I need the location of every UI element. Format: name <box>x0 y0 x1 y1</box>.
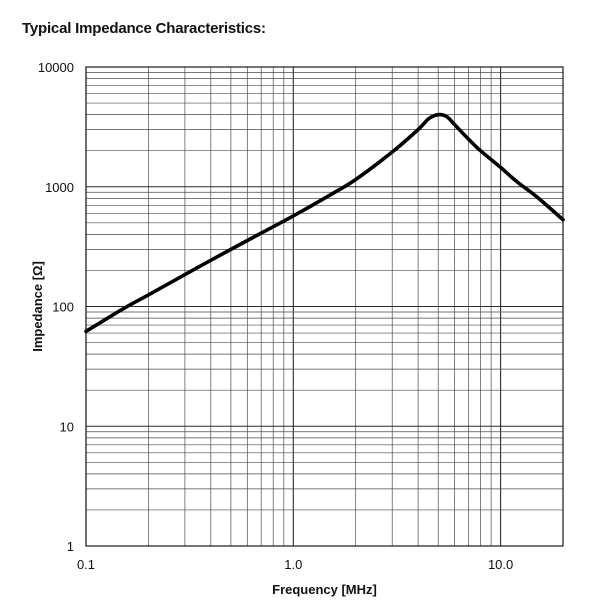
y-tick-label: 10 <box>60 419 74 434</box>
x-tick-label: 1.0 <box>284 557 302 572</box>
y-tick-label: 100 <box>52 300 74 315</box>
y-tick-labels: 1 10 100 1000 10000 <box>38 60 74 554</box>
chart-title: Typical Impedance Characteristics: <box>22 20 266 37</box>
y-tick-label: 1000 <box>45 180 74 195</box>
x-tick-label: 0.1 <box>77 557 95 572</box>
impedance-curve <box>84 112 565 334</box>
y-tick-label: 10000 <box>38 60 74 75</box>
y-tick-label: 1 <box>67 539 74 554</box>
x-tick-label: 10.0 <box>488 557 513 572</box>
grid <box>85 66 564 547</box>
series-layer <box>84 112 565 334</box>
y-axis-label: Impedance [Ω] <box>30 261 45 352</box>
x-axis-label: Frequency [MHz] <box>272 582 377 597</box>
x-tick-labels: 0.1 1.0 10.0 <box>77 557 513 572</box>
plot-frame <box>85 66 564 547</box>
